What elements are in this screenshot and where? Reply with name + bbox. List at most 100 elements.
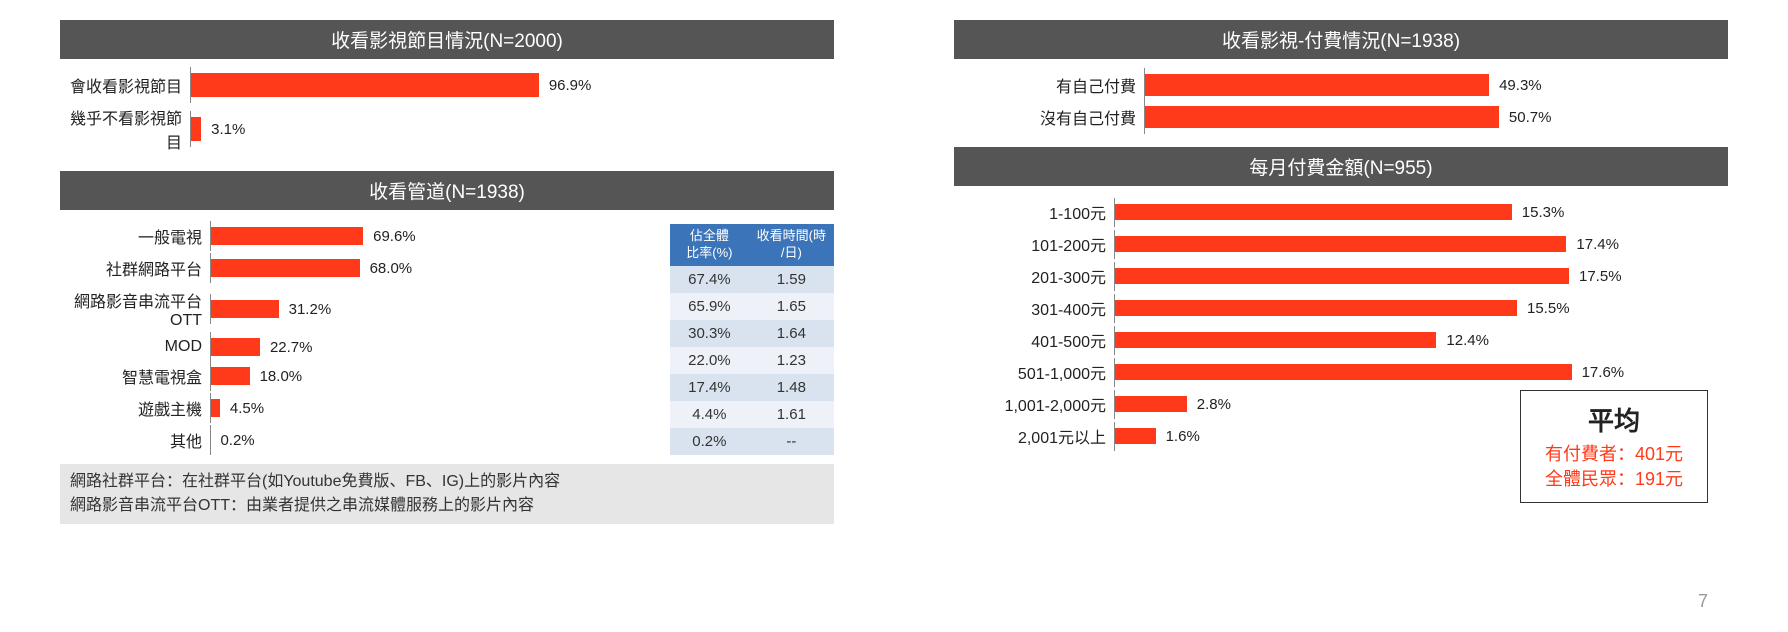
bar-area: 17.6% [1114,364,1728,381]
bar-row: 201-300元17.5% [994,264,1728,288]
table-cell: 1.65 [749,293,834,320]
bar [190,117,201,141]
bar-area: 3.1% [190,117,834,141]
table-cell: 65.9% [670,293,749,320]
bar [210,259,360,277]
bar-row: 遊戲主機 4.5% [60,396,652,420]
bar-label: 201-300元 [994,264,1114,288]
bar-value: 4.5% [230,400,264,417]
bar [1114,364,1572,380]
bar-value: 3.1% [211,121,245,138]
bar-label: 幾乎不看影視節目 [60,105,190,153]
bar-row: 幾乎不看影視節目 3.1% [60,105,834,153]
table-cell: 30.3% [670,320,749,347]
note-line: 網路影音串流平台OTT：由業者提供之串流媒體服務上的影片內容 [70,494,824,518]
bar-label: 智慧電視盒 [60,364,210,388]
bar [210,338,260,356]
bar-label: 101-200元 [994,232,1114,256]
average-box: 平均 有付費者：401元 全體民眾：191元 [1520,390,1708,503]
axis-line [1114,294,1115,323]
axis-line [1114,390,1115,419]
bar-value: 22.7% [270,339,313,356]
note-box: 網路社群平台：在社群平台(如Youtube免費版、FB、IG)上的影片內容網路影… [60,464,834,524]
axis-line [1144,68,1145,102]
bar-label: 一般電視 [60,224,210,248]
bar [1114,428,1156,444]
axis-line [1114,230,1115,259]
avg-title: 平均 [1545,401,1683,438]
bar [210,399,220,417]
axis-line [210,361,211,391]
table-row: 4.4%1.61 [670,401,834,428]
bar [1114,204,1512,220]
chart-title: 收看影視節目情況(N=2000) [60,20,834,59]
channel-table: 佔全體比率(%)收看時間(時/日) 67.4%1.5965.9%1.6530.3… [670,224,834,455]
avg-line-paid: 有付費者：401元 [1545,442,1683,467]
table-cell: 1.59 [749,266,834,293]
bar-row: 社群網路平台68.0% [60,256,652,280]
bar-value: 12.4% [1446,332,1489,349]
bar-value: 0.2% [220,432,254,449]
bar-area: 50.7% [1144,106,1728,128]
bar [210,227,363,245]
bar-row: 網路影音串流平台OTT 31.2% [60,288,652,330]
bar-value: 17.6% [1582,364,1625,381]
bar-label: 網路影音串流平台OTT [60,288,210,330]
bar-area: 0.2% [210,431,652,449]
axis-line [1114,198,1115,227]
page-number: 7 [1698,591,1708,612]
bar-area: 17.4% [1114,236,1728,253]
bar [190,73,539,97]
bar-value: 2.8% [1197,396,1231,413]
table-row: 17.4%1.48 [670,374,834,401]
axis-line [210,221,211,251]
bar-area: 22.7% [210,338,652,356]
bar [210,367,250,385]
axis-line [210,294,211,324]
chart-viewing-status: 收看影視節目情況(N=2000) 會收看影視節目96.9% 幾乎不看影視節目 3.1… [60,20,834,153]
bar-label: 遊戲主機 [60,396,210,420]
bar-label: 沒有自己付費 [1034,105,1144,129]
bar-area: 49.3% [1144,74,1728,96]
bar-row: 智慧電視盒 18.0% [60,364,652,388]
bar-row: 沒有自己付費50.7% [1034,105,1728,129]
bar-area: 69.6% [210,227,652,245]
bar-value: 31.2% [289,301,332,318]
axis-line [1114,422,1115,451]
note-line: 網路社群平台：在社群平台(如Youtube免費版、FB、IG)上的影片內容 [70,470,824,494]
table-cell: 4.4% [670,401,749,428]
bar-value: 15.3% [1522,204,1565,221]
bar-row: 有自己付費49.3% [1034,73,1728,97]
bar-row: 會收看影視節目96.9% [60,73,834,97]
table-cell: 1.64 [749,320,834,347]
table-row: 65.9%1.65 [670,293,834,320]
bar [1114,236,1566,252]
chart-payment-status: 收看影視-付費情況(N=1938) 有自己付費49.3% 沒有自己付費50.7% [954,20,1728,129]
bar-label: 1-100元 [994,200,1114,224]
chart-bars: 有自己付費49.3% 沒有自己付費50.7% [954,73,1728,129]
axis-line [210,425,211,455]
bar-area: 68.0% [210,259,652,277]
table-cell: 1.48 [749,374,834,401]
chart-bars: 會收看影視節目96.9% 幾乎不看影視節目 3.1% [60,73,834,153]
bar-value: 18.0% [260,368,303,385]
table-cell: 1.23 [749,347,834,374]
table-row: 22.0%1.23 [670,347,834,374]
bar-area: 31.2% [210,300,652,318]
axis-line [190,111,191,147]
bar-value: 17.4% [1576,236,1619,253]
avg-line-all: 全體民眾：191元 [1545,467,1683,492]
axis-line [210,253,211,283]
bar-row: MOD22.7% [60,338,652,356]
table-row: 0.2%-- [670,428,834,455]
chart-title: 收看影視-付費情況(N=1938) [954,20,1728,59]
table-cell: 22.0% [670,347,749,374]
bar-value: 68.0% [370,260,413,277]
bar-value: 69.6% [373,228,416,245]
bar-label: 501-1,000元 [994,360,1114,384]
axis-line [190,67,191,103]
table-cell: -- [749,428,834,455]
table-row: 30.3%1.64 [670,320,834,347]
axis-line [1114,358,1115,387]
chart-title: 收看管道(N=1938) [60,171,834,210]
